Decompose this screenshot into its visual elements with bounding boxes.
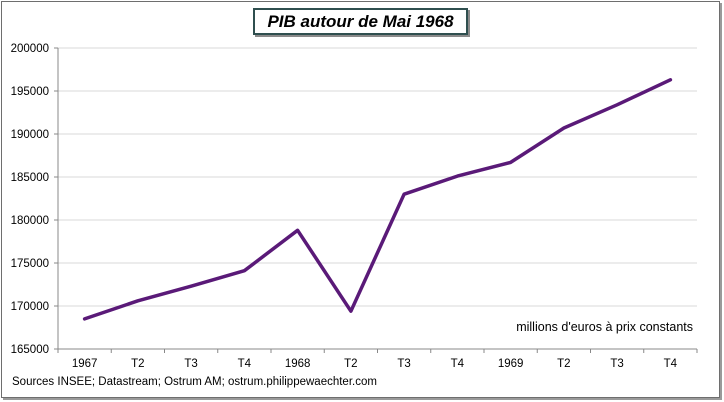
x-tick-labels: 1967 T2 T3 T4 1968 T2 T3 T4 1969 T2 T3 T4 [72,358,678,370]
y-tick-label: 165000 [11,344,49,356]
chart-title-box: PIB autour de Mai 1968 [253,8,468,35]
y-tick-label: 200000 [11,43,49,55]
source-note: Sources INSEE; Datastream; Ostrum AM; os… [12,376,377,388]
x-tick-label: T2 [131,358,144,370]
gridlines [58,47,697,307]
units-annotation: millions d'euros à prix constants [516,320,693,334]
series-lines [82,78,673,321]
x-tick-label: T3 [184,358,197,370]
y-tick-label: 175000 [11,258,49,270]
x-tick-label: T3 [397,358,410,370]
x-tick-label: T2 [557,358,570,370]
y-tick-label: 190000 [11,129,49,141]
y-tick-label: 185000 [11,172,49,184]
x-tick-label: T4 [664,358,678,370]
x-tick-label: T2 [344,358,357,370]
gdp-series-line [82,78,673,321]
y-tick-label: 195000 [11,86,49,98]
chart-title: PIB autour de Mai 1968 [267,11,454,31]
x-tick-label: T4 [451,358,465,370]
x-tick-label: 1967 [72,358,98,370]
x-tick-label: 1968 [285,358,311,370]
y-tick-labels: 165000 170000 175000 180000 185000 190000 1950… [11,43,49,356]
x-tick-label: 1969 [498,358,524,370]
y-tick-label: 180000 [11,215,49,227]
x-tick-label: T3 [610,358,623,370]
axes [54,47,698,353]
y-tick-label: 170000 [11,301,49,313]
x-tick-label: T4 [238,358,252,370]
